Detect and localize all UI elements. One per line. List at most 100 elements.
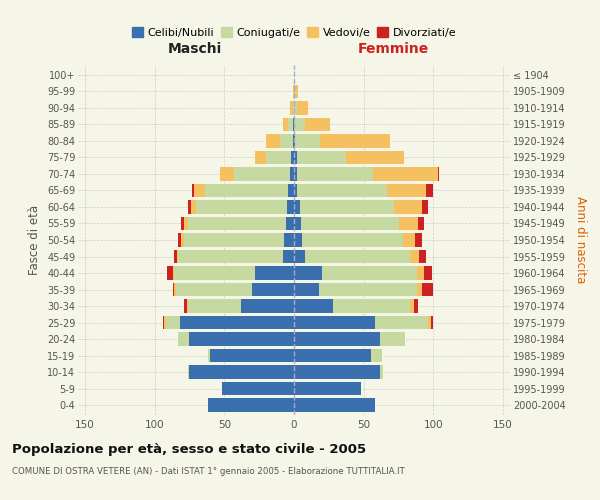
Bar <box>294 398 375 412</box>
Bar <box>294 233 302 247</box>
Bar <box>375 316 428 330</box>
Bar <box>188 216 286 230</box>
Bar <box>414 300 418 313</box>
Bar <box>294 167 297 180</box>
Bar <box>403 233 415 247</box>
Bar <box>181 216 184 230</box>
Bar <box>410 300 414 313</box>
Bar <box>437 167 439 180</box>
Bar <box>208 349 211 362</box>
Bar <box>287 200 294 214</box>
Bar <box>181 233 184 247</box>
Bar <box>294 250 305 264</box>
Bar <box>297 150 346 164</box>
Bar <box>190 332 294 346</box>
Bar <box>294 184 297 197</box>
Bar <box>178 250 283 264</box>
Bar <box>208 398 294 412</box>
Bar <box>290 101 293 114</box>
Bar <box>166 316 180 330</box>
Bar <box>163 316 164 330</box>
Bar <box>294 349 371 362</box>
Bar <box>283 250 294 264</box>
Bar <box>297 101 308 114</box>
Bar <box>221 382 294 396</box>
Bar <box>380 366 383 379</box>
Bar <box>286 216 294 230</box>
Bar <box>192 184 194 197</box>
Bar <box>188 366 190 379</box>
Bar <box>295 84 298 98</box>
Bar <box>319 283 416 296</box>
Bar <box>283 118 289 131</box>
Bar <box>211 349 294 362</box>
Bar <box>289 118 293 131</box>
Bar <box>220 167 234 180</box>
Bar <box>173 266 174 280</box>
Bar <box>305 118 330 131</box>
Bar <box>416 266 424 280</box>
Bar <box>188 300 241 313</box>
Bar <box>297 167 373 180</box>
Bar <box>415 233 422 247</box>
Bar <box>194 184 205 197</box>
Bar <box>388 184 427 197</box>
Bar <box>333 300 410 313</box>
Bar <box>410 250 419 264</box>
Bar <box>184 216 188 230</box>
Bar <box>184 300 187 313</box>
Bar <box>266 150 291 164</box>
Bar <box>422 283 433 296</box>
Bar <box>294 101 297 114</box>
Bar <box>167 266 173 280</box>
Bar <box>301 216 398 230</box>
Bar <box>164 316 166 330</box>
Bar <box>180 316 294 330</box>
Bar <box>346 150 404 164</box>
Bar <box>241 300 294 313</box>
Y-axis label: Anni di nascita: Anni di nascita <box>574 196 587 284</box>
Bar <box>178 332 190 346</box>
Bar <box>191 200 196 214</box>
Y-axis label: Fasce di età: Fasce di età <box>28 205 41 275</box>
Bar <box>174 266 255 280</box>
Bar <box>196 200 287 214</box>
Bar <box>398 216 418 230</box>
Bar <box>322 266 416 280</box>
Bar <box>295 134 320 147</box>
Bar <box>294 300 333 313</box>
Bar <box>174 250 177 264</box>
Bar <box>320 134 390 147</box>
Text: Maschi: Maschi <box>167 42 222 56</box>
Text: COMUNE DI OSTRA VETERE (AN) - Dati ISTAT 1° gennaio 2005 - Elaborazione TUTTITAL: COMUNE DI OSTRA VETERE (AN) - Dati ISTAT… <box>12 468 405 476</box>
Bar <box>294 332 380 346</box>
Bar <box>187 300 188 313</box>
Bar <box>178 233 181 247</box>
Bar <box>173 283 174 296</box>
Bar <box>255 266 294 280</box>
Bar <box>284 233 294 247</box>
Bar <box>380 332 406 346</box>
Text: Popolazione per età, sesso e stato civile - 2005: Popolazione per età, sesso e stato civil… <box>12 442 366 456</box>
Bar <box>428 316 431 330</box>
Bar <box>302 233 403 247</box>
Bar <box>422 200 428 214</box>
Legend: Celibi/Nubili, Coniugati/e, Vedovi/e, Divorziati/e: Celibi/Nubili, Coniugati/e, Vedovi/e, Di… <box>130 25 458 40</box>
Bar <box>294 134 295 147</box>
Bar <box>305 250 410 264</box>
Bar <box>289 184 294 197</box>
Bar <box>177 250 178 264</box>
Bar <box>293 101 294 114</box>
Bar <box>373 167 437 180</box>
Bar <box>176 283 252 296</box>
Bar <box>294 283 319 296</box>
Bar <box>294 366 380 379</box>
Bar <box>205 184 289 197</box>
Bar <box>294 316 375 330</box>
Bar <box>371 349 382 362</box>
Bar <box>294 266 322 280</box>
Bar <box>290 167 294 180</box>
Bar <box>297 184 388 197</box>
Bar <box>174 283 176 296</box>
Text: Femmine: Femmine <box>358 42 429 56</box>
